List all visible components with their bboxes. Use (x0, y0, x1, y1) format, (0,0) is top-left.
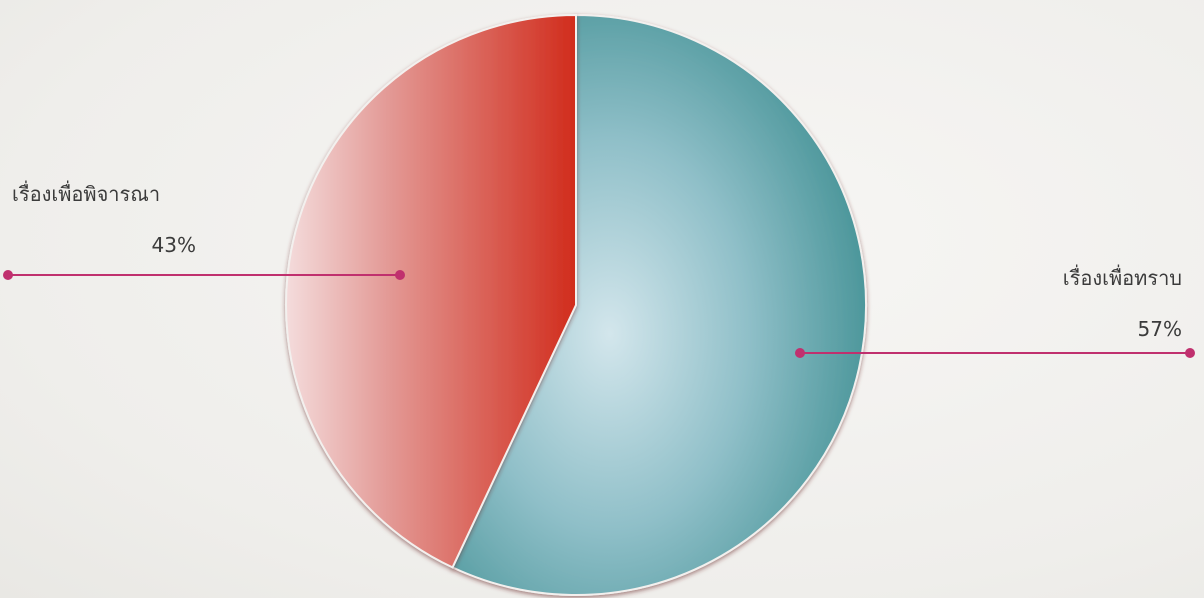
slice-label-2: เรื่องเพื่อพิจารณา (12, 180, 160, 206)
slice-value-1: 57% (1138, 317, 1182, 341)
slice-label-1: เรื่องเพื่อทราบ (1063, 264, 1182, 290)
leader-dot-outer-1 (1185, 348, 1195, 358)
pie-slice-1 (451, 13, 867, 596)
pie-labels: เรื่องเพื่อทราบ 57% เรื่องเพื่อพิจารณา 4… (3, 180, 1195, 358)
leader-dot-outer-2 (3, 270, 13, 280)
pie-slice-2 (285, 13, 577, 569)
slice-value-2: 43% (152, 233, 196, 257)
leader-dot-inner-2 (395, 270, 405, 280)
leader-dot-inner-1 (795, 348, 805, 358)
pie-slices (285, 13, 867, 596)
